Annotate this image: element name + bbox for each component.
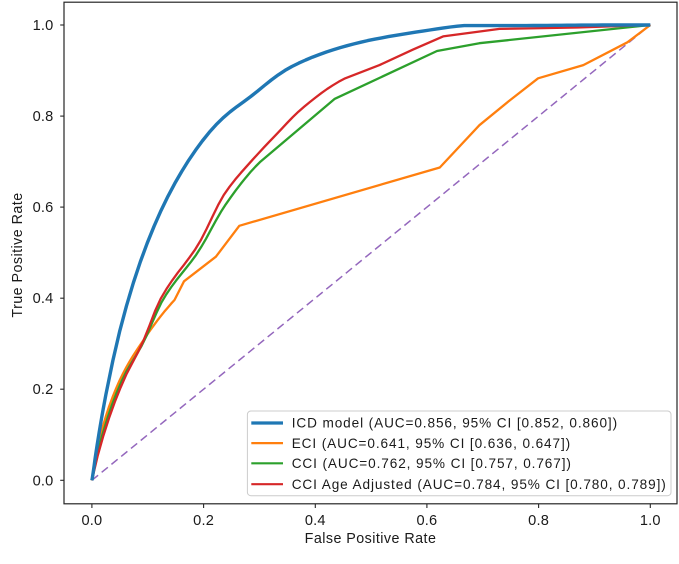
svg-text:True Positive Rate: True Positive Rate <box>10 192 26 317</box>
svg-text:0.8: 0.8 <box>33 109 54 125</box>
svg-text:0.6: 0.6 <box>33 200 54 216</box>
svg-text:0.4: 0.4 <box>33 291 54 307</box>
svg-text:CCI Age Adjusted (AUC=0.784, 9: CCI Age Adjusted (AUC=0.784, 95% CI [0.7… <box>292 477 667 492</box>
svg-text:0.0: 0.0 <box>81 513 102 529</box>
svg-text:0.2: 0.2 <box>33 382 54 398</box>
svg-text:0.0: 0.0 <box>33 473 54 489</box>
svg-text:ICD model (AUC=0.856, 95% CI [: ICD model (AUC=0.856, 95% CI [0.852, 0.8… <box>292 416 618 431</box>
svg-text:1.0: 1.0 <box>640 513 661 529</box>
svg-text:0.2: 0.2 <box>193 513 214 529</box>
svg-text:0.6: 0.6 <box>416 513 437 529</box>
svg-text:ECI (AUC=0.641, 95% CI [0.636,: ECI (AUC=0.641, 95% CI [0.636, 0.647]) <box>292 436 571 451</box>
svg-text:0.4: 0.4 <box>305 513 326 529</box>
svg-text:1.0: 1.0 <box>33 18 54 34</box>
svg-text:False Positive Rate: False Positive Rate <box>305 531 437 547</box>
svg-text:CCI (AUC=0.762, 95% CI [0.757,: CCI (AUC=0.762, 95% CI [0.757, 0.767]) <box>292 456 572 471</box>
svg-text:0.8: 0.8 <box>528 513 549 529</box>
